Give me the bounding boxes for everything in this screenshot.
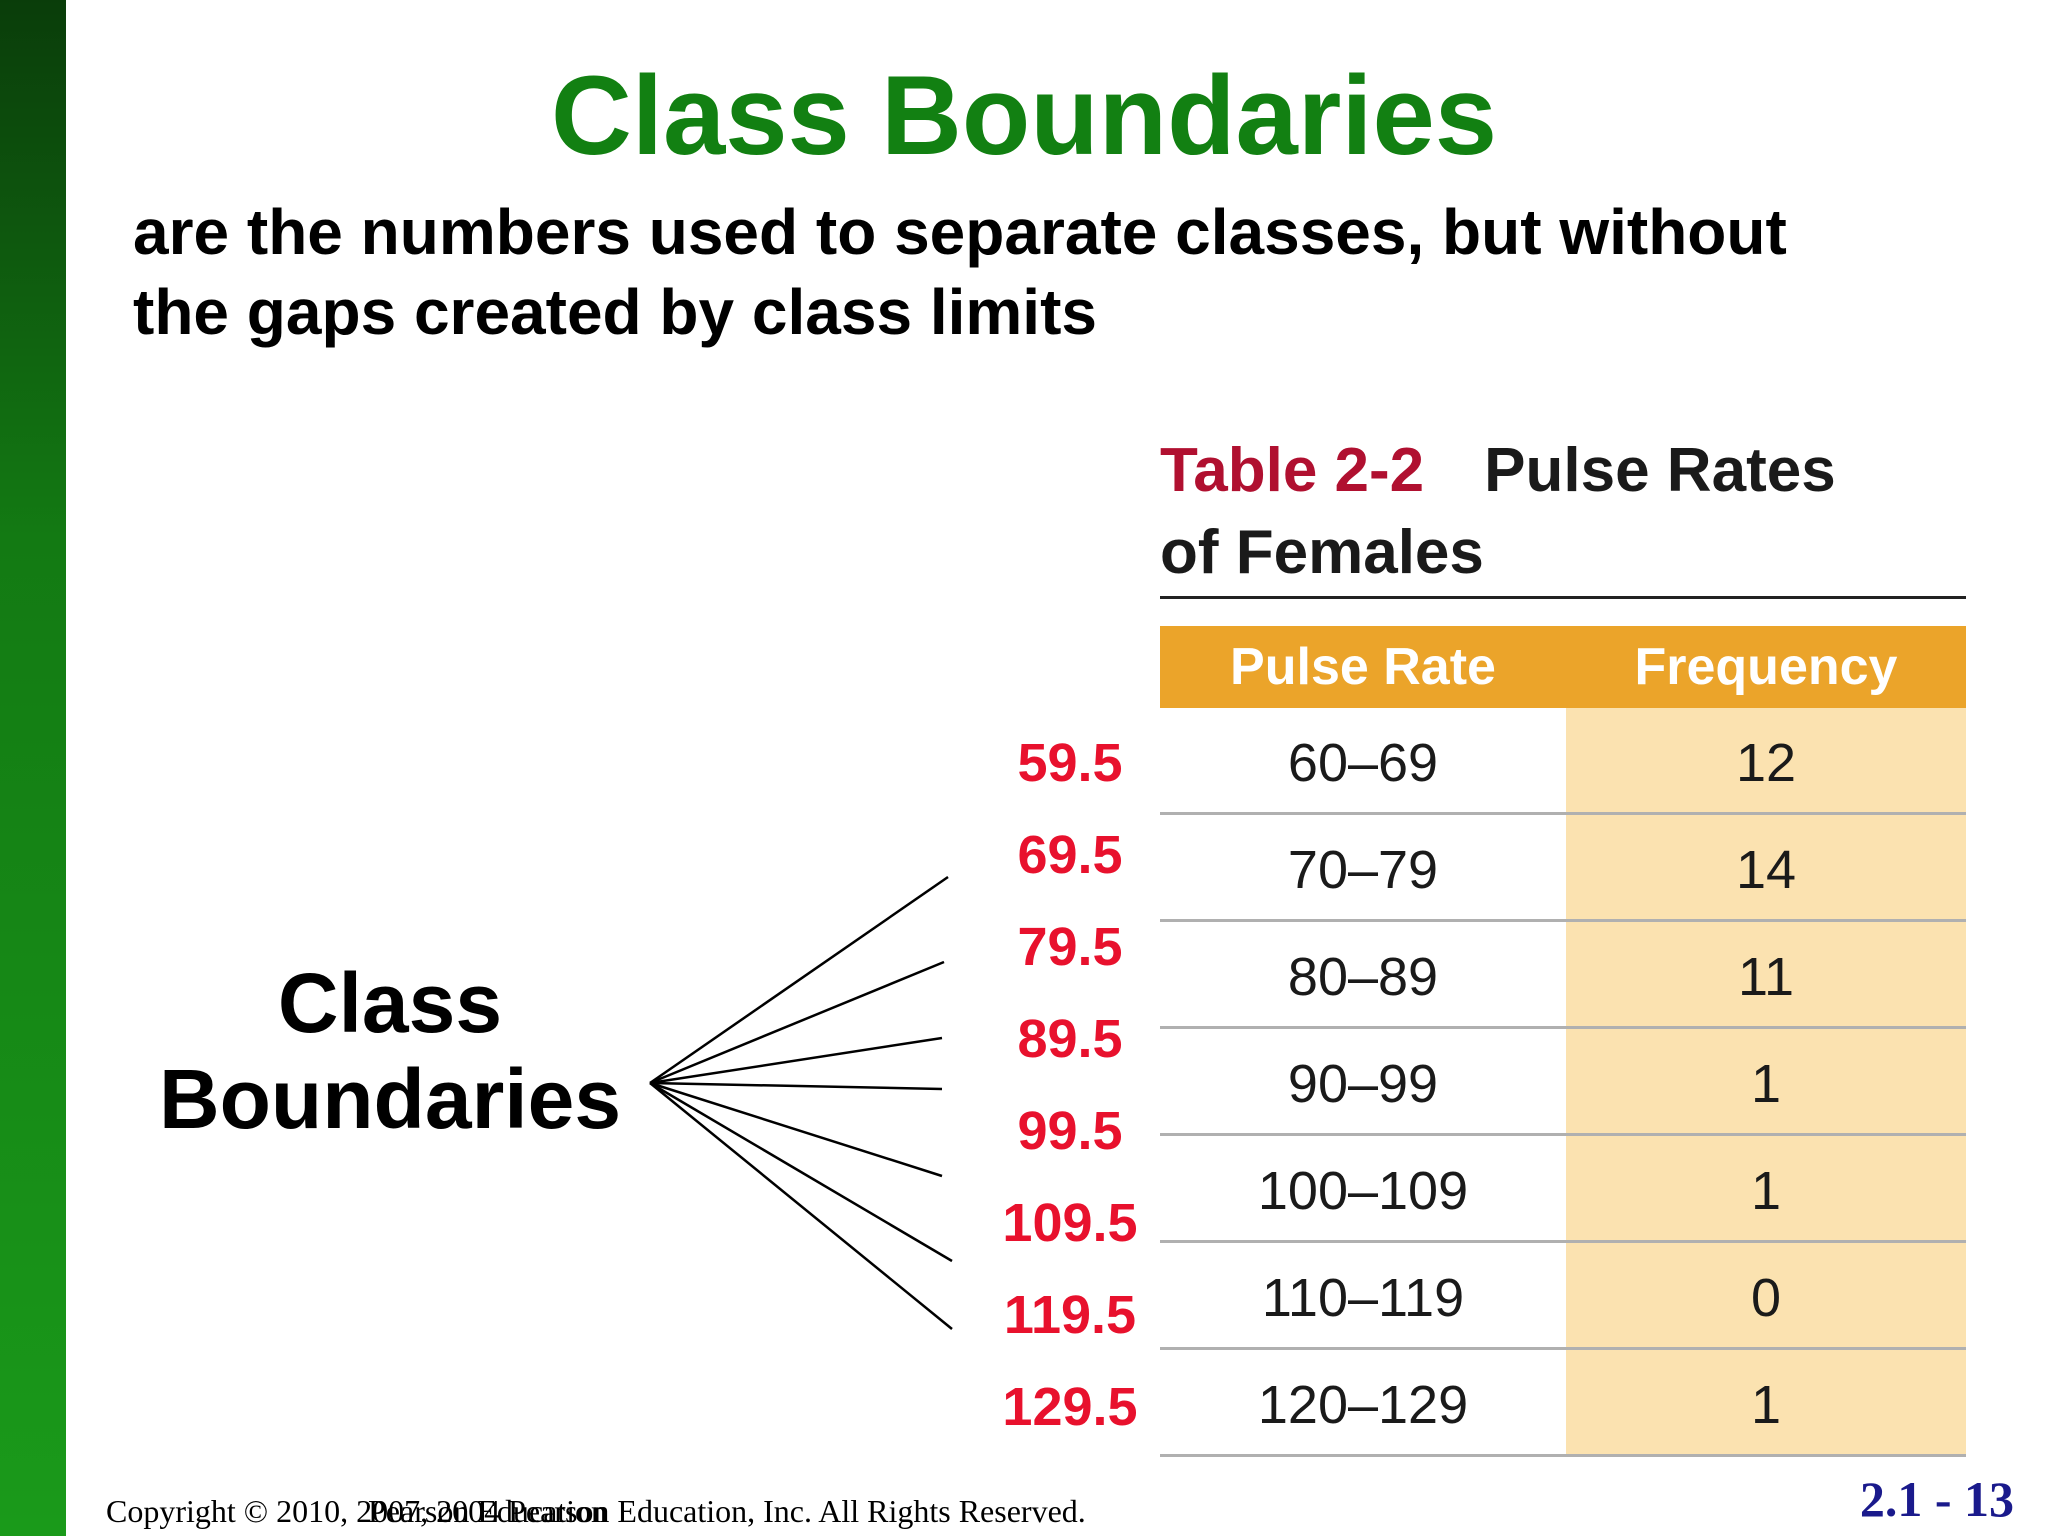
pulse-rate-cell: 100–109 xyxy=(1160,1134,1566,1243)
table-row: 100–109 1 xyxy=(1160,1134,1966,1243)
table-number: Table 2-2 xyxy=(1160,436,1425,505)
boundary-value: 99.5 xyxy=(1017,1101,1123,1161)
table-row: 90–99 1 xyxy=(1160,1027,1966,1136)
header-frequency: Frequency xyxy=(1566,626,1966,708)
boundary-value: 89.5 xyxy=(1017,1009,1123,1069)
table-row: 70–79 14 xyxy=(1160,813,1966,922)
pulse-rate-cell: 120–129 xyxy=(1160,1348,1566,1457)
boundary-value: 129.5 xyxy=(1002,1377,1138,1437)
connector-line xyxy=(649,1081,943,1178)
boundary-value: 59.5 xyxy=(1017,733,1123,793)
table-title-line-2: of Females xyxy=(1160,518,1484,587)
class-boundaries-label: Class Boundaries xyxy=(130,955,650,1147)
table-title-line-1: Pulse Rates xyxy=(1484,436,1836,505)
frequency-cell: 12 xyxy=(1566,708,1966,815)
boundary-value: 79.5 xyxy=(1017,917,1123,977)
table-row: 60–69 12 xyxy=(1160,708,1966,815)
frequency-cell: 1 xyxy=(1566,1348,1966,1457)
table-header-row: Pulse Rate Frequency xyxy=(1160,626,1966,708)
side-accent-bar xyxy=(0,0,66,1536)
frequency-cell: 1 xyxy=(1566,1027,1966,1136)
pulse-rate-cell: 110–119 xyxy=(1160,1241,1566,1350)
connector-line xyxy=(649,960,945,1085)
definition-line-1: are the numbers used to separate classes… xyxy=(133,196,1787,268)
copyright-notice: Copyright © 2010, 2007, 2004 Pearson Edu… xyxy=(106,1493,1086,1529)
frequency-cell: 1 xyxy=(1566,1134,1966,1243)
connector-line xyxy=(649,1081,943,1091)
pulse-rate-cell: 80–89 xyxy=(1160,920,1566,1029)
frequency-cell: 11 xyxy=(1566,920,1966,1029)
connector-line xyxy=(649,1082,953,1330)
label-line-2: Boundaries xyxy=(158,1052,622,1146)
connector-line xyxy=(649,1036,943,1085)
slide-number: 2.1 - 13 xyxy=(1859,1471,2014,1527)
header-pulse-rate: Pulse Rate xyxy=(1160,626,1566,708)
label-line-1: Class xyxy=(277,956,503,1050)
boundary-value: 119.5 xyxy=(1003,1285,1137,1345)
publisher-overlay: Pearson Education xyxy=(368,1493,608,1529)
frequency-cell: 0 xyxy=(1566,1241,1966,1350)
definition-line-2: the gaps created by class limits xyxy=(133,276,1097,348)
slide-title: Class Boundaries xyxy=(550,53,1498,178)
frequency-table: Pulse Rate Frequency 60–69 12 70–79 14 8… xyxy=(1160,626,1966,1457)
caption-divider xyxy=(1160,596,1966,599)
pulse-rate-cell: 90–99 xyxy=(1160,1027,1566,1136)
connector-line xyxy=(649,1081,953,1263)
slide-definition: are the numbers used to separate classes… xyxy=(133,192,1993,352)
boundary-value: 69.5 xyxy=(1017,825,1123,885)
connector-line xyxy=(649,875,949,1085)
pulse-rate-cell: 60–69 xyxy=(1160,708,1566,815)
table-caption: Table 2-2 Pulse Rates of Females xyxy=(1160,430,1980,594)
frequency-cell: 14 xyxy=(1566,813,1966,922)
table-row: 110–119 0 xyxy=(1160,1241,1966,1350)
pulse-rate-cell: 70–79 xyxy=(1160,813,1566,922)
boundary-value: 109.5 xyxy=(1002,1193,1138,1253)
table-row: 120–129 1 xyxy=(1160,1348,1966,1457)
table-row: 80–89 11 xyxy=(1160,920,1966,1029)
